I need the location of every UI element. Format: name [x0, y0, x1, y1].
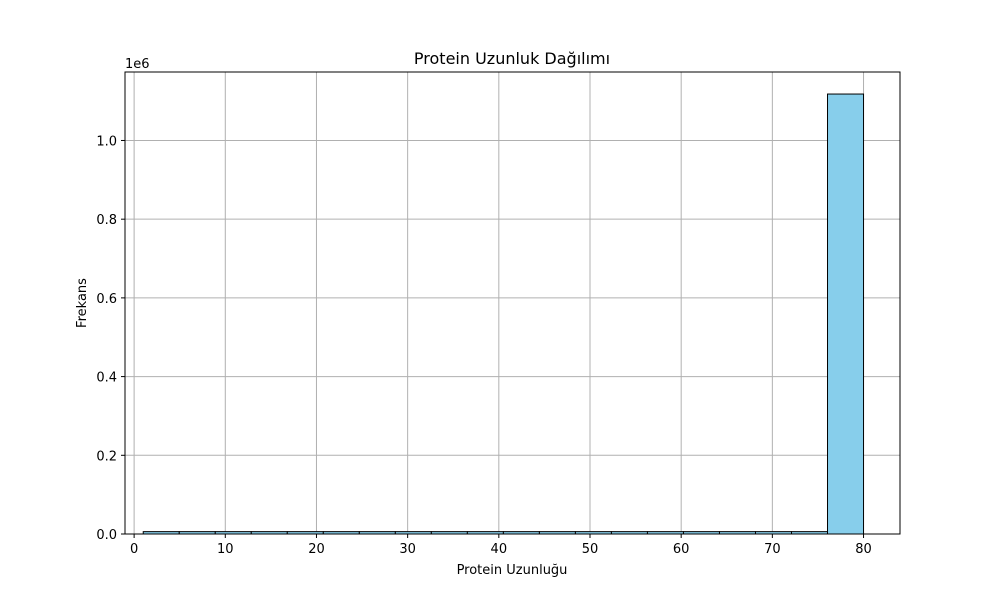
axes-frame	[124, 71, 901, 535]
y-axis-ticks: 0.0 0.2 0.4 0.6 0.8 1.0	[96, 134, 125, 543]
y-axis-label: Frekans	[75, 278, 90, 328]
y-tick-label: 0.4	[96, 371, 117, 386]
y-axis-offset-label: 1e6	[125, 57, 150, 72]
x-tick-label: 60	[673, 542, 690, 557]
x-axis-label: Protein Uzunluğu	[457, 563, 568, 578]
x-tick-label: 80	[855, 542, 872, 557]
chart-title: Protein Uzunluk Dağılımı	[414, 49, 610, 68]
y-tick-label: 0.6	[96, 292, 117, 307]
x-tick-label: 70	[764, 542, 781, 557]
x-tick-label: 10	[217, 542, 234, 557]
histogram-bar	[827, 93, 865, 535]
y-tick-label: 0.8	[96, 213, 117, 228]
x-tick-label: 30	[399, 542, 416, 557]
x-tick-label: 20	[308, 542, 325, 557]
y-tick-label: 1.0	[96, 134, 117, 149]
x-tick-label: 50	[582, 542, 599, 557]
y-tick-label: 0.2	[96, 449, 117, 464]
x-tick-label: 0	[130, 542, 138, 557]
y-tick-label: 0.0	[96, 528, 117, 543]
x-axis-ticks: 0 10 20 30 40 50 60 70 80	[130, 534, 872, 557]
x-tick-label: 40	[491, 542, 508, 557]
